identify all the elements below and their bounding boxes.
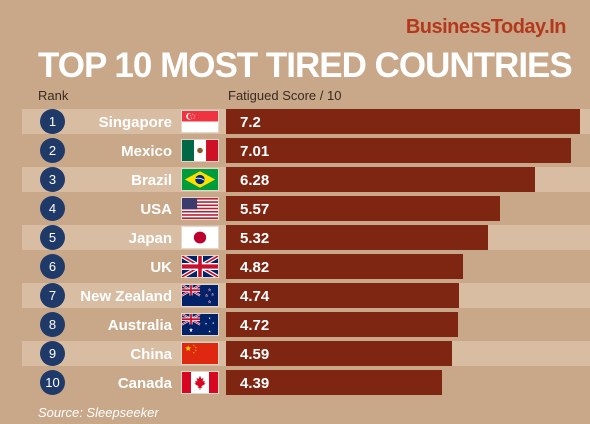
rank-badge: 5 [40, 225, 65, 250]
bar [226, 254, 463, 279]
score-header: Fatigued Score / 10 [228, 88, 342, 103]
bar [226, 138, 571, 163]
bar-value-label: 4.39 [240, 375, 270, 392]
country-label: UK [150, 259, 172, 276]
bar-value-label: 5.57 [240, 201, 270, 218]
table-row: 7 New Zealand 4.74 [0, 281, 590, 310]
bar-chart: 1 Singapore 7.2 2 Mexico 7.01 3 Brazil 6.28 4 USA 5… [0, 107, 590, 397]
rank-badge: 3 [40, 167, 65, 192]
table-row: 8 Australia 4.72 [0, 310, 590, 339]
table-row: 9 China 4.59 [0, 339, 590, 368]
new-zealand-flag-icon [181, 284, 219, 307]
usa-flag-icon [181, 197, 219, 220]
country-label: Brazil [131, 172, 172, 189]
country-label: Japan [128, 230, 172, 247]
rank-badge: 4 [40, 196, 65, 221]
bar [226, 225, 488, 250]
table-row: 3 Brazil 6.28 [0, 165, 590, 194]
bar-value-label: 4.74 [240, 288, 270, 305]
country-label: USA [140, 201, 172, 218]
table-row: 6 UK 4.82 [0, 252, 590, 281]
rank-badge: 6 [40, 254, 65, 279]
country-label: China [130, 346, 172, 363]
bar [226, 341, 452, 366]
bar-value-label: 5.32 [240, 230, 270, 247]
source-note: Source: Sleepseeker [38, 405, 159, 420]
bar-value-label: 7.01 [240, 143, 270, 160]
bar-value-label: 4.82 [240, 259, 270, 276]
china-flag-icon [181, 342, 219, 365]
rank-header: Rank [38, 88, 69, 103]
bar-value-label: 7.2 [240, 114, 261, 131]
rank-badge: 9 [40, 341, 65, 366]
chart-title: TOP 10 MOST TIRED COUNTRIES [38, 46, 573, 85]
bar [226, 312, 458, 337]
table-row: 4 USA 5.57 [0, 194, 590, 223]
rank-badge: 10 [40, 370, 65, 395]
table-row: 10 Canada 4.39 [0, 368, 590, 397]
brand-logo: BusinessToday.In [405, 16, 567, 38]
bar [226, 196, 500, 221]
table-row: 1 Singapore 7.2 [0, 107, 590, 136]
bar [226, 167, 535, 192]
bar [226, 109, 580, 134]
bar [226, 370, 442, 395]
table-row: 5 Japan 5.32 [0, 223, 590, 252]
country-label: Mexico [121, 143, 172, 160]
japan-flag-icon [181, 226, 219, 249]
country-label: Canada [117, 375, 172, 392]
rank-badge: 7 [40, 283, 65, 308]
brazil-flag-icon [181, 168, 219, 191]
country-label: Australia [107, 317, 172, 334]
rank-badge: 1 [40, 109, 65, 134]
bar [226, 283, 459, 308]
bar-value-label: 4.72 [240, 317, 270, 334]
rank-badge: 2 [40, 138, 65, 163]
uk-flag-icon [181, 255, 219, 278]
singapore-flag-icon [181, 110, 219, 133]
rank-badge: 8 [40, 312, 65, 337]
bar-value-label: 4.59 [240, 346, 270, 363]
australia-flag-icon [181, 313, 219, 336]
table-row: 2 Mexico 7.01 [0, 136, 590, 165]
mexico-flag-icon [181, 139, 219, 162]
canada-flag-icon [181, 371, 219, 394]
country-label: Singapore [98, 114, 172, 131]
bar-value-label: 6.28 [240, 172, 270, 189]
country-label: New Zealand [80, 288, 172, 305]
